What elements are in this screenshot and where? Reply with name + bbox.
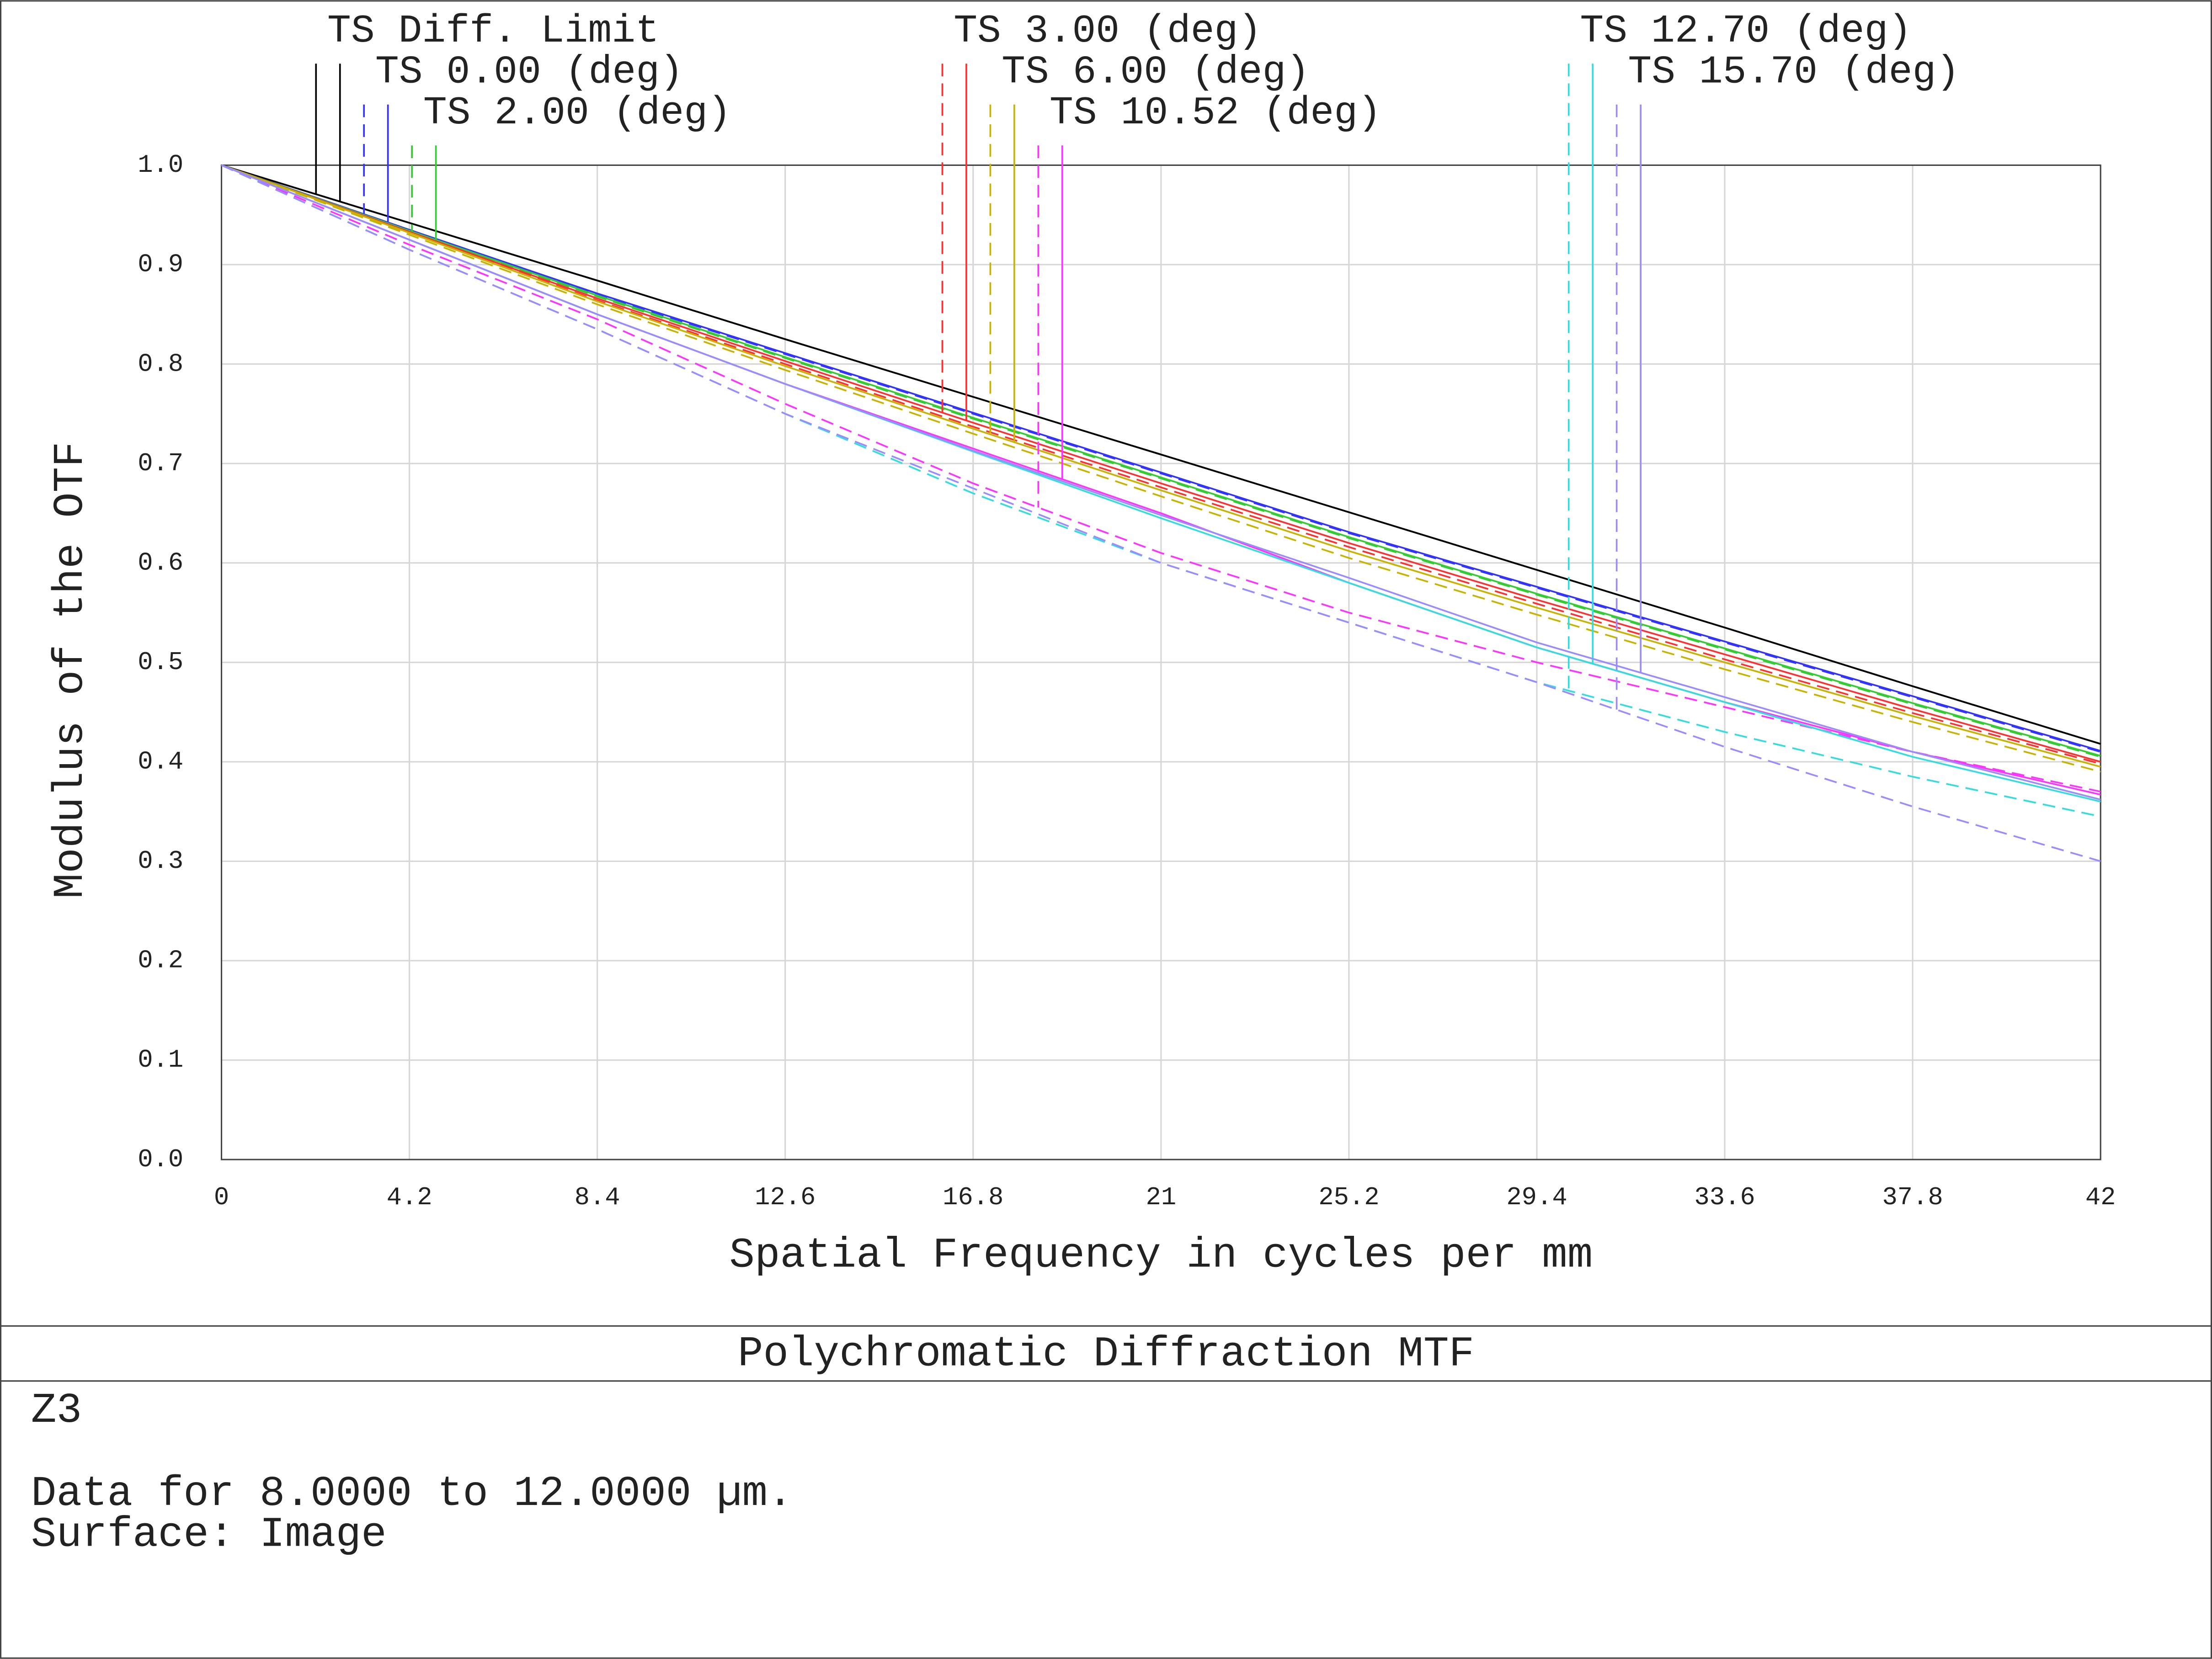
y-tick-label: 0.8 — [138, 350, 183, 378]
y-tick-label: 0.6 — [138, 548, 183, 577]
mtf-line — [221, 164, 2101, 752]
x-tick-label: 33.6 — [1694, 1183, 1755, 1212]
legend-label: TS Diff. Limit — [327, 9, 659, 53]
y-tick-label: 0.2 — [138, 946, 183, 975]
mtf-line — [221, 164, 2101, 753]
mtf-line — [221, 164, 2101, 801]
x-tick-label: 21 — [1146, 1183, 1177, 1212]
legend-label: TS 10.52 (deg) — [1050, 90, 1381, 135]
legend-label: TS 2.00 (deg) — [423, 90, 731, 135]
x-tick-label: 4.2 — [387, 1183, 432, 1212]
x-tick-label: 16.8 — [943, 1183, 1003, 1212]
y-tick-label: 0.9 — [138, 250, 183, 279]
legend-label: TS 3.00 (deg) — [954, 9, 1262, 53]
y-tick-label: 0.1 — [138, 1046, 183, 1074]
note: Data for 8.0000 to 12.0000 µm. — [31, 1470, 793, 1518]
x-tick-label: 12.6 — [755, 1183, 816, 1212]
legend-label: TS 12.70 (deg) — [1580, 9, 1912, 53]
mtf-line — [221, 164, 2101, 862]
chart-title: Polychromatic Diffraction MTF — [738, 1330, 1474, 1378]
y-tick-label: 1.0 — [138, 151, 183, 180]
y-tick-label: 0.5 — [138, 648, 183, 677]
mtf-line — [221, 164, 2101, 745]
mtf-line — [221, 164, 2101, 763]
y-tick-label: 0.3 — [138, 847, 183, 876]
y-tick-label: 0.0 — [138, 1145, 183, 1174]
y-tick-label: 0.4 — [138, 748, 183, 776]
x-axis-label: Spatial Frequency in cycles per mm — [729, 1231, 1593, 1279]
legend-label: TS 15.70 (deg) — [1628, 50, 1960, 95]
mtf-line — [221, 164, 2101, 792]
legend-label: TS 0.00 (deg) — [375, 50, 683, 95]
x-tick-label: 25.2 — [1318, 1183, 1379, 1212]
plot-area — [220, 164, 2101, 1160]
mtf-line — [221, 164, 2101, 765]
x-tick-label: 42 — [2085, 1183, 2116, 1212]
mtf-line — [221, 164, 2101, 768]
note: Surface: Image — [31, 1511, 387, 1559]
mtf-line — [221, 164, 2101, 758]
x-tick-label: 29.4 — [1506, 1183, 1567, 1212]
y-axis-label: Modulus of the OTF — [47, 441, 95, 899]
mtf-line — [221, 164, 2101, 757]
y-tick-label: 0.7 — [138, 449, 183, 478]
x-tick-label: 0 — [214, 1183, 229, 1212]
note: Z3 — [31, 1387, 82, 1435]
x-tick-label: 8.4 — [575, 1183, 620, 1212]
x-tick-label: 37.8 — [1882, 1183, 1943, 1212]
legend-label: TS 6.00 (deg) — [1002, 50, 1310, 95]
mtf-line — [221, 164, 2101, 773]
